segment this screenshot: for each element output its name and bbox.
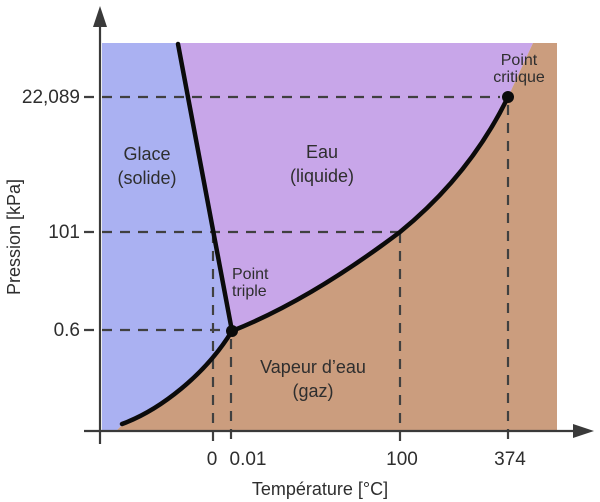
solid-region-fill (102, 43, 232, 430)
gas-region-label-line2: (gaz) (292, 381, 334, 401)
solid-region-label-line2: (solide) (117, 168, 177, 188)
x-tick-0.01: 0.01 (229, 449, 267, 470)
y-tick-0.6: 0.6 (53, 320, 80, 341)
sublimation-vaporization-curve (119, 94, 511, 427)
x-tick-100: 100 (386, 449, 418, 470)
liquid-region-label-line2: (liquide) (289, 166, 355, 186)
gas-region-fill (117, 43, 557, 430)
y-tick-22089: 22,089 (21, 87, 80, 108)
critical-point-label: Point critique (493, 52, 545, 86)
y-axis-arrow-icon (93, 6, 107, 27)
x-axis-arrow-icon (573, 424, 594, 438)
gas-region-label-line1: Vapeur d’eau (260, 357, 366, 377)
gas-region-label: Vapeur d’eau (gaz) (260, 355, 366, 403)
dashed-guides (84, 95, 510, 444)
triple-point-label: Point triple (232, 266, 268, 300)
solid-region-label: Glace (solide) (117, 142, 176, 190)
critical-point-label-line1: Point (500, 52, 538, 69)
triple-point-label-line1: Point (232, 266, 269, 283)
triple-point-dot (226, 325, 238, 337)
phase-boundaries (119, 41, 511, 427)
liquid-region-label: Eau (liquide) (290, 140, 354, 188)
fusion-curve (175, 41, 235, 334)
critical-point-dot (502, 91, 514, 103)
x-tick-0: 0 (206, 449, 218, 470)
liquid-region-label-line1: Eau (305, 142, 339, 162)
solid-region-label-line1: Glace (123, 144, 171, 164)
x-axis-title: Température [°C] (251, 479, 389, 499)
axes-lines (84, 25, 576, 444)
critical-point-label-line2: critique (493, 69, 545, 86)
x-tick-374: 374 (494, 449, 526, 470)
triple-point-label-line2: triple (232, 283, 267, 300)
y-tick-101: 101 (48, 222, 80, 243)
liquid-region-fill (178, 43, 533, 331)
y-axis-title: Pression [kPa] (4, 178, 24, 296)
